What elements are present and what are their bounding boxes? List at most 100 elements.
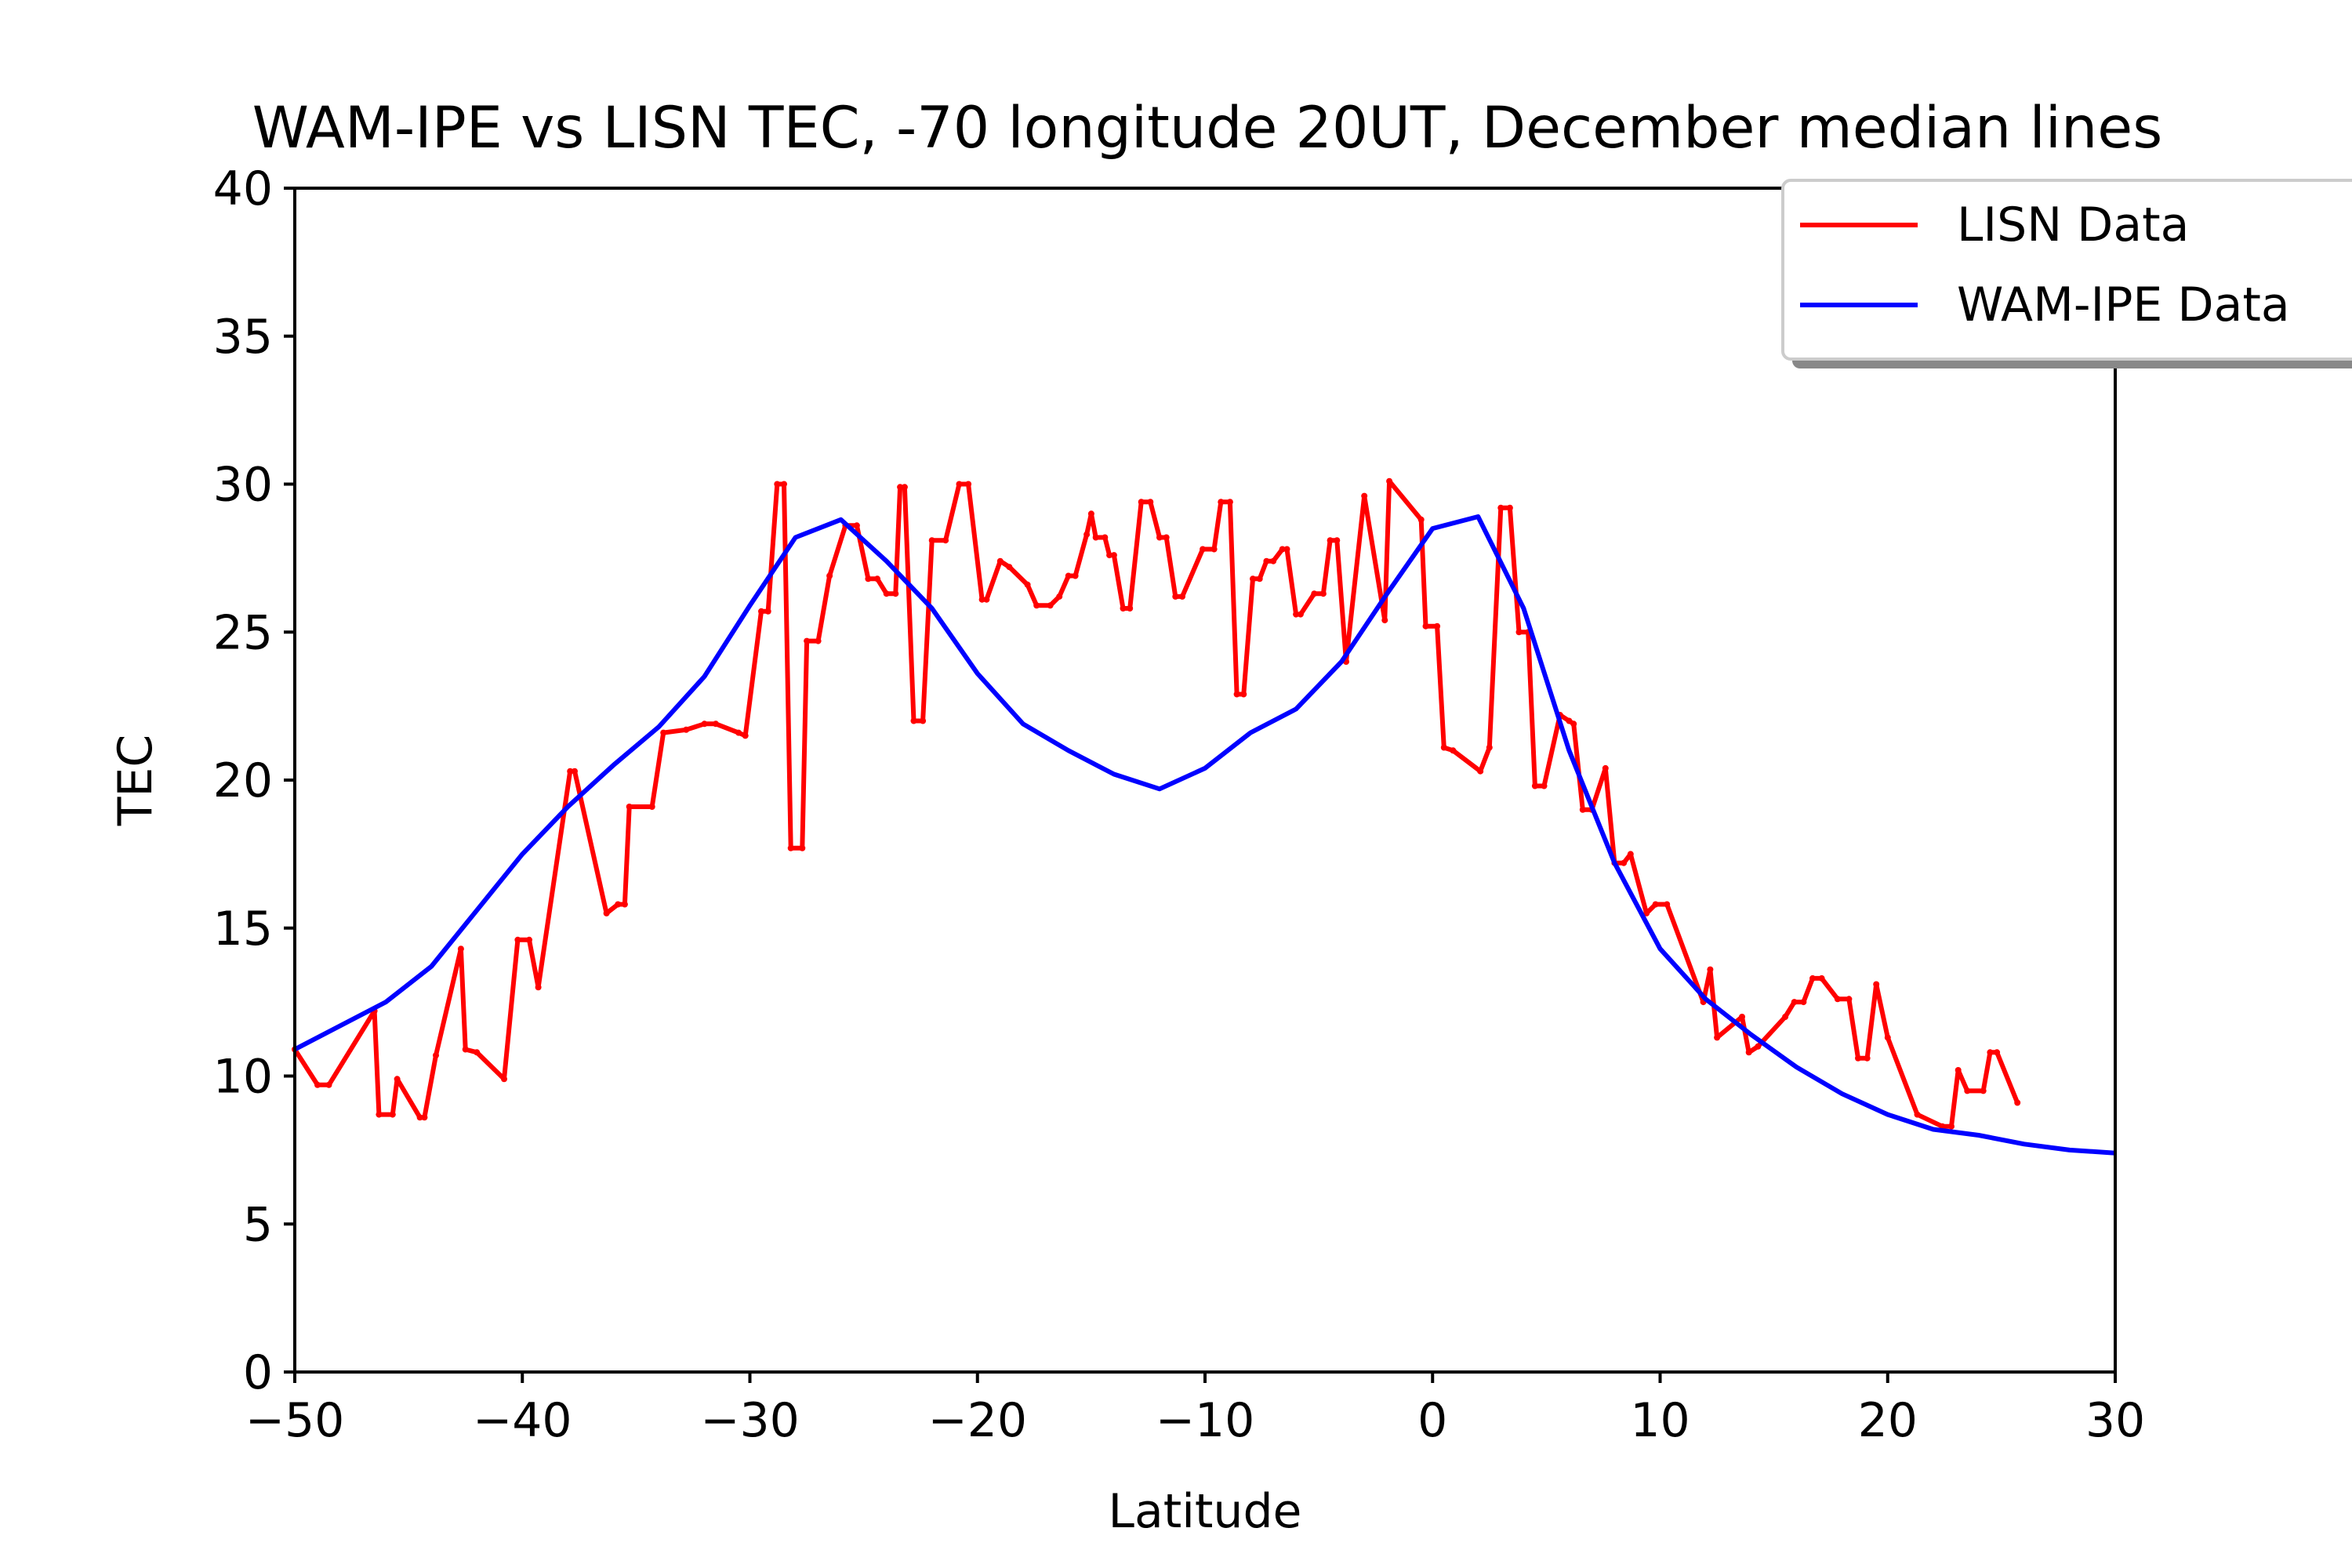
- data-point-lisn-data: [1110, 552, 1117, 559]
- data-point-lisn-data: [1782, 1014, 1789, 1020]
- data-point-lisn-data: [1240, 691, 1247, 698]
- data-point-lisn-data: [1477, 768, 1484, 775]
- data-point-lisn-data: [1263, 557, 1270, 564]
- data-point-lisn-data: [1250, 575, 1256, 583]
- data-point-lisn-data: [421, 1114, 428, 1121]
- data-point-lisn-data: [920, 717, 927, 724]
- data-point-lisn-data: [892, 590, 899, 597]
- data-point-lisn-data: [1156, 534, 1163, 541]
- data-point-lisn-data: [1739, 1014, 1745, 1020]
- data-point-lisn-data: [874, 575, 880, 583]
- data-point-lisn-data: [1873, 981, 1880, 988]
- data-point-lisn-data: [1138, 499, 1145, 506]
- data-point-lisn-data: [1515, 629, 1523, 636]
- data-point-lisn-data: [1283, 546, 1290, 553]
- data-point-lisn-data: [1486, 744, 1493, 751]
- data-point-lisn-data: [1964, 1087, 1971, 1094]
- chart-title: WAM-IPE vs LISN TEC, -70 longitude 20UT,…: [252, 95, 2163, 162]
- data-point-lisn-data: [572, 768, 578, 775]
- y-tick-label: 35: [213, 310, 273, 365]
- data-point-lisn-data: [996, 557, 1004, 564]
- data-point-lisn-data: [462, 1046, 469, 1053]
- data-point-lisn-data: [1106, 552, 1113, 559]
- data-point-lisn-data: [1791, 999, 1798, 1006]
- data-point-lisn-data: [1541, 782, 1548, 789]
- x-tick-label: 30: [2085, 1393, 2145, 1448]
- data-point-lisn-data: [713, 720, 719, 728]
- legend-box: [1781, 179, 2352, 361]
- y-tick-label: 20: [213, 753, 273, 808]
- data-point-lisn-data: [1955, 1067, 1962, 1073]
- data-point-lisn-data: [897, 484, 904, 491]
- data-point-lisn-data: [1664, 901, 1671, 908]
- x-axis-label: Latitude: [1109, 1484, 1302, 1539]
- data-point-lisn-data: [1948, 1123, 1955, 1130]
- data-point-lisn-data: [1800, 999, 1807, 1006]
- data-point-lisn-data: [928, 537, 935, 544]
- y-tick-label: 25: [213, 605, 273, 660]
- y-tick-label: 10: [213, 1050, 273, 1105]
- data-point-lisn-data: [1083, 531, 1091, 538]
- data-point-lisn-data: [1270, 557, 1277, 564]
- data-point-lisn-data: [1566, 717, 1573, 724]
- data-point-lisn-data: [514, 936, 521, 943]
- data-point-lisn-data: [1319, 590, 1327, 597]
- data-point-lisn-data: [1072, 572, 1079, 579]
- data-point-lisn-data: [1297, 611, 1304, 618]
- data-point-lisn-data: [799, 844, 806, 851]
- data-point-lisn-data: [394, 1076, 401, 1083]
- x-tick-label: −30: [700, 1393, 800, 1448]
- data-point-lisn-data: [1334, 537, 1341, 544]
- data-point-lisn-data: [389, 1111, 396, 1118]
- data-point-lisn-data: [1497, 504, 1504, 511]
- data-point-lisn-data: [474, 1049, 481, 1056]
- data-point-lisn-data: [1834, 996, 1841, 1003]
- data-point-lisn-data: [965, 481, 972, 488]
- data-point-lisn-data: [978, 596, 985, 603]
- data-point-lisn-data: [1707, 966, 1714, 973]
- data-point-lisn-data: [735, 729, 742, 736]
- data-point-lisn-data: [1056, 593, 1063, 600]
- data-point-lisn-data: [1745, 1049, 1752, 1056]
- data-point-lisn-data: [1602, 764, 1609, 771]
- data-point-lisn-data: [1884, 1034, 1891, 1041]
- data-point-lisn-data: [567, 768, 574, 775]
- data-point-lisn-data: [1422, 622, 1429, 630]
- data-point-lisn-data: [1200, 546, 1207, 553]
- data-point-lisn-data: [2014, 1099, 2021, 1106]
- legend-label-lisn: LISN Data: [1957, 198, 2189, 252]
- data-point-lisn-data: [1179, 593, 1185, 600]
- data-point-lisn-data: [1652, 901, 1659, 908]
- data-point-lisn-data: [1755, 1043, 1762, 1050]
- data-point-lisn-data: [603, 909, 610, 916]
- data-point-lisn-data: [621, 901, 628, 908]
- data-point-lisn-data: [325, 1081, 332, 1088]
- data-point-lisn-data: [1381, 617, 1388, 624]
- data-point-lisn-data: [457, 946, 464, 953]
- data-point-lisn-data: [1092, 534, 1099, 541]
- data-point-lisn-data: [787, 844, 794, 851]
- y-tick-label: 30: [213, 458, 273, 513]
- data-point-lisn-data: [1450, 747, 1457, 754]
- data-point-lisn-data: [1627, 851, 1634, 858]
- data-point-lisn-data: [1914, 1111, 1921, 1118]
- data-point-lisn-data: [1172, 593, 1179, 600]
- data-point-lisn-data: [1386, 477, 1393, 485]
- data-point-lisn-data: [1163, 534, 1170, 541]
- data-point-lisn-data: [535, 984, 542, 991]
- data-point-lisn-data: [1293, 611, 1300, 618]
- data-point-lisn-data: [1714, 1034, 1721, 1041]
- data-point-lisn-data: [1818, 975, 1825, 982]
- x-tick-label: 0: [1417, 1393, 1447, 1448]
- data-point-lisn-data: [774, 481, 781, 488]
- y-tick-label: 5: [243, 1197, 273, 1252]
- x-tick-label: −40: [473, 1393, 572, 1448]
- data-point-lisn-data: [1311, 590, 1318, 597]
- y-tick-label: 40: [213, 162, 273, 216]
- data-point-lisn-data: [1210, 546, 1218, 553]
- x-tick-label: −10: [1156, 1393, 1255, 1448]
- x-tick-label: −20: [927, 1393, 1027, 1448]
- data-point-lisn-data: [701, 720, 708, 728]
- y-tick-label: 15: [213, 902, 273, 956]
